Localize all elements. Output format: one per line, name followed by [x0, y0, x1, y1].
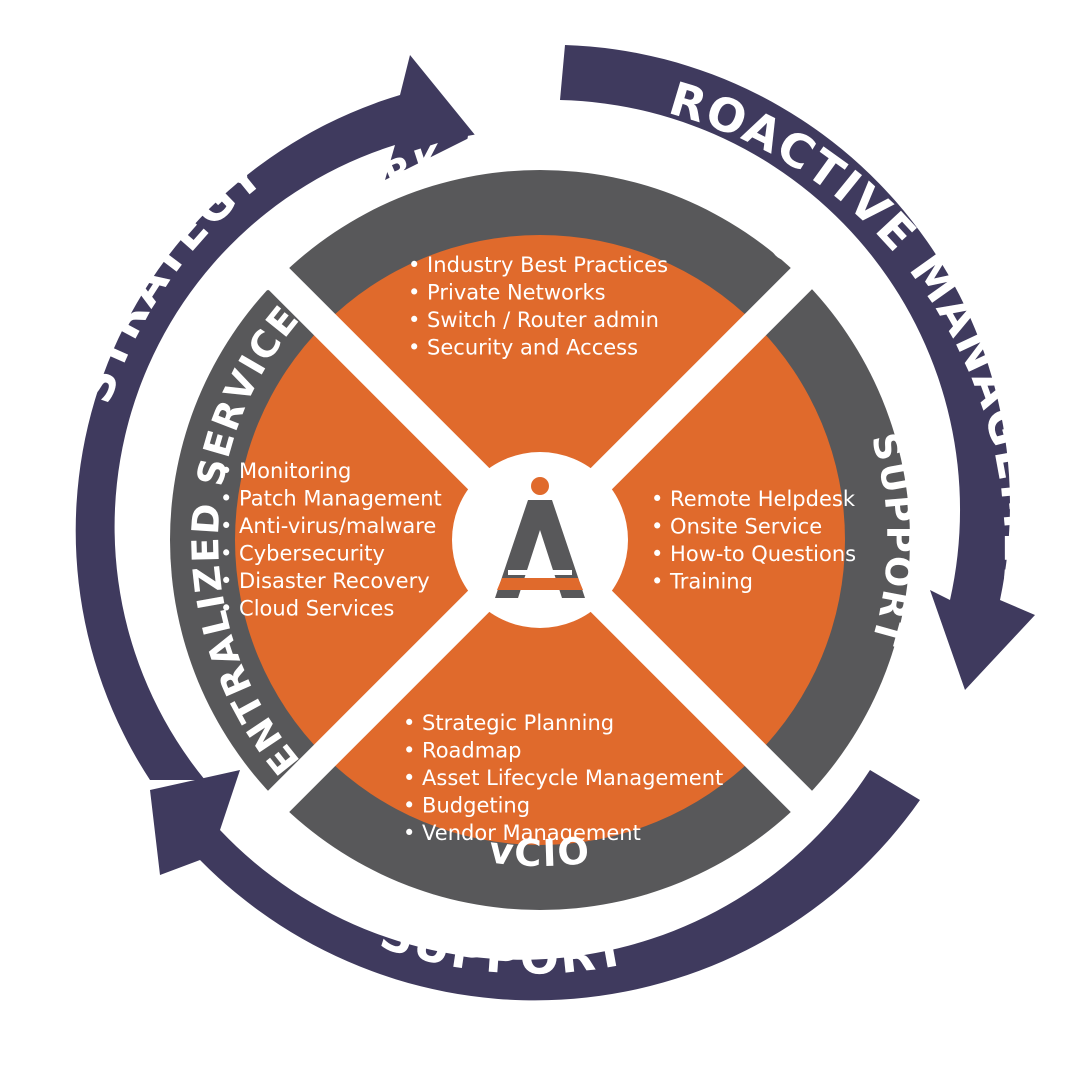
network-administration-list: • Industry Best Practices • Private Netwo… [408, 253, 668, 360]
list-item: • Vendor Management [403, 821, 641, 845]
list-item: • Roadmap [403, 739, 521, 763]
strategy-arrow-arc [75, 55, 475, 780]
list-item: • Training [651, 570, 753, 594]
list-item: • Disaster Recovery [220, 569, 430, 593]
list-item: • Cloud Services [220, 597, 394, 621]
support-arrow-arc [150, 770, 920, 1001]
vcio-list: • Strategic Planning • Roadmap • Asset Lif… [403, 711, 723, 845]
list-item: • Security and Access [408, 336, 638, 360]
list-item: • Switch / Router admin [408, 308, 659, 332]
centralized-services-list: • Monitoring • Patch Management • Anti-vir… [220, 459, 442, 621]
a-letter-logo-icon [495, 477, 585, 598]
center-circle [452, 452, 628, 628]
list-item: • Monitoring [220, 459, 351, 483]
list-item: • Onsite Service [651, 515, 822, 539]
outer-cycle [75, 45, 1035, 1001]
list-item: • Remote Helpdesk [651, 487, 856, 511]
list-item: • Patch Management [220, 487, 442, 511]
list-item: • Anti-virus/malware [220, 514, 436, 538]
list-item: • Industry Best Practices [408, 253, 668, 277]
list-item: • Budgeting [403, 794, 530, 818]
list-item: • How-to Questions [651, 542, 856, 566]
support-list: • Remote Helpdesk • Onsite Service • How-t… [651, 487, 856, 594]
list-item: • Private Networks [408, 281, 606, 305]
list-item: • Asset Lifecycle Management [403, 766, 723, 790]
list-item: • Cybersecurity [220, 542, 385, 566]
proactive-management-arrow-arc [560, 45, 1035, 690]
list-item: • Strategic Planning [403, 711, 614, 735]
ring-label-vcio: vCIO [487, 828, 593, 875]
